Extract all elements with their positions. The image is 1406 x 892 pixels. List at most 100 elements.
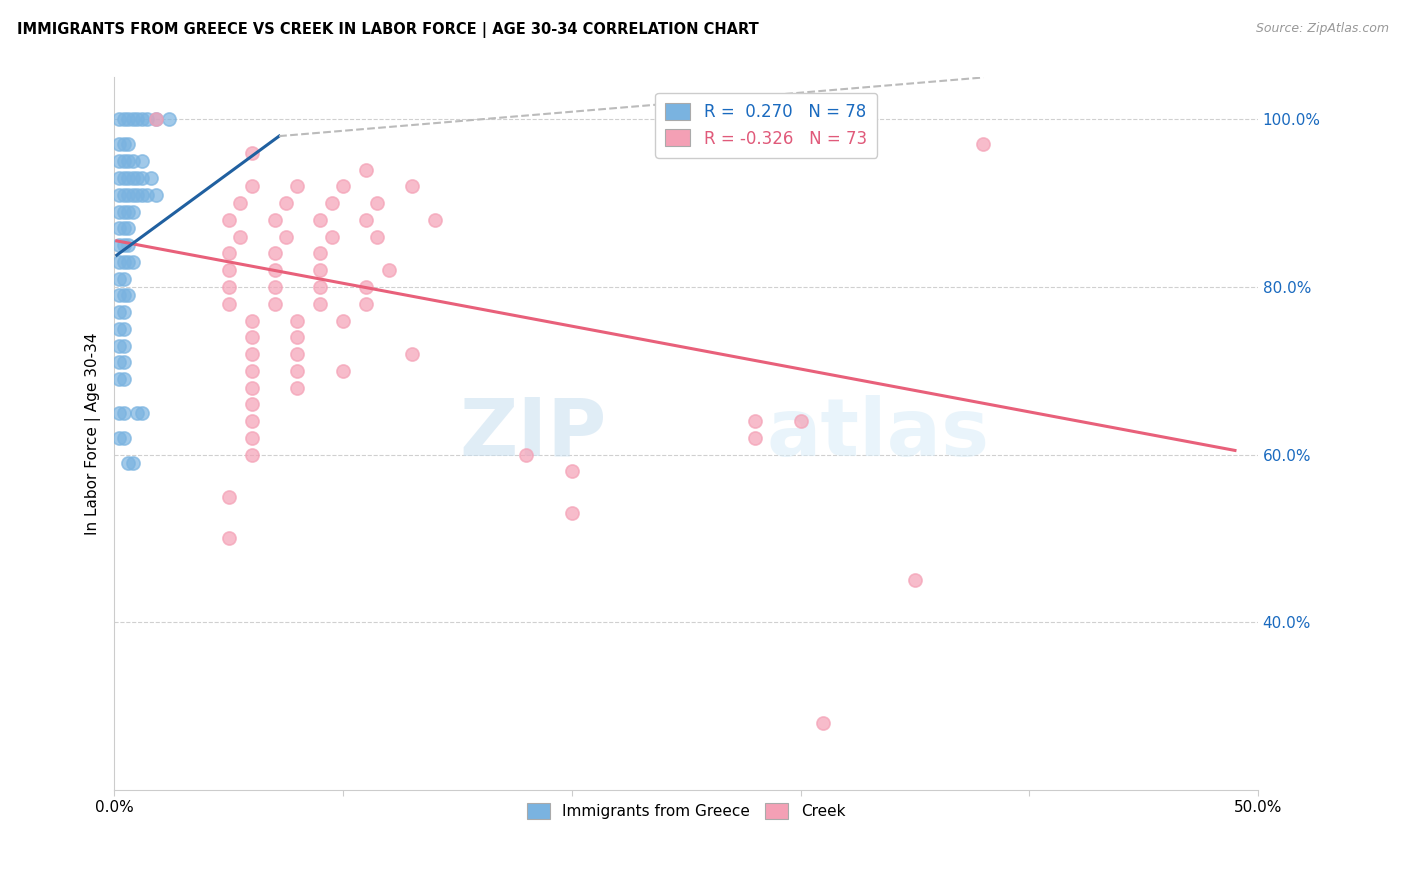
Point: [789, 414, 811, 428]
Point: [127, 112, 149, 127]
Point: [145, 112, 167, 127]
Point: [117, 204, 139, 219]
Point: [117, 456, 139, 470]
Point: [240, 414, 263, 428]
Point: [108, 204, 131, 219]
Point: [287, 364, 309, 378]
Point: [108, 288, 131, 302]
Point: [561, 506, 583, 520]
Point: [697, 112, 720, 127]
Point: [112, 288, 135, 302]
Point: [108, 154, 131, 169]
Point: [218, 246, 240, 260]
Point: [263, 280, 285, 294]
Point: [240, 448, 263, 462]
Point: [127, 406, 149, 420]
Point: [108, 355, 131, 369]
Point: [813, 715, 835, 730]
Legend: Immigrants from Greece, Creek: Immigrants from Greece, Creek: [522, 797, 851, 825]
Point: [117, 288, 139, 302]
Point: [117, 187, 139, 202]
Point: [108, 339, 131, 353]
Point: [131, 112, 153, 127]
Point: [127, 187, 149, 202]
Text: atlas: atlas: [766, 394, 990, 473]
Point: [108, 255, 131, 269]
Point: [789, 112, 811, 127]
Point: [145, 187, 167, 202]
Point: [121, 255, 143, 269]
Point: [354, 162, 377, 177]
Point: [121, 456, 143, 470]
Point: [112, 187, 135, 202]
Point: [117, 238, 139, 252]
Point: [135, 112, 157, 127]
Point: [131, 187, 153, 202]
Point: [112, 305, 135, 319]
Text: Source: ZipAtlas.com: Source: ZipAtlas.com: [1256, 22, 1389, 36]
Point: [240, 347, 263, 361]
Point: [218, 263, 240, 277]
Point: [263, 263, 285, 277]
Point: [117, 112, 139, 127]
Point: [127, 171, 149, 186]
Point: [112, 204, 135, 219]
Point: [378, 263, 401, 277]
Point: [287, 330, 309, 344]
Point: [108, 406, 131, 420]
Point: [145, 112, 167, 127]
Point: [117, 154, 139, 169]
Point: [218, 213, 240, 227]
Point: [561, 464, 583, 478]
Point: [112, 137, 135, 152]
Point: [157, 112, 180, 127]
Text: IMMIGRANTS FROM GREECE VS CREEK IN LABOR FORCE | AGE 30-34 CORRELATION CHART: IMMIGRANTS FROM GREECE VS CREEK IN LABOR…: [17, 22, 759, 38]
Point: [112, 255, 135, 269]
Point: [287, 380, 309, 394]
Point: [112, 154, 135, 169]
Point: [240, 145, 263, 160]
Point: [112, 339, 135, 353]
Point: [121, 112, 143, 127]
Point: [972, 137, 994, 152]
Point: [354, 213, 377, 227]
Point: [263, 213, 285, 227]
Text: ZIP: ZIP: [458, 394, 606, 473]
Point: [401, 347, 423, 361]
Point: [904, 574, 927, 588]
Point: [309, 280, 332, 294]
Point: [744, 414, 766, 428]
Point: [218, 297, 240, 311]
Point: [108, 305, 131, 319]
Point: [366, 229, 388, 244]
Point: [229, 196, 252, 211]
Point: [112, 355, 135, 369]
Point: [240, 397, 263, 411]
Point: [423, 213, 446, 227]
Point: [108, 372, 131, 386]
Point: [287, 313, 309, 327]
Point: [218, 490, 240, 504]
Point: [131, 154, 153, 169]
Point: [287, 179, 309, 194]
Point: [287, 347, 309, 361]
Point: [274, 196, 297, 211]
Point: [121, 154, 143, 169]
Point: [108, 171, 131, 186]
Point: [121, 171, 143, 186]
Point: [117, 171, 139, 186]
Point: [354, 280, 377, 294]
Point: [744, 431, 766, 445]
Point: [274, 229, 297, 244]
Point: [229, 229, 252, 244]
Point: [117, 221, 139, 235]
Point: [240, 380, 263, 394]
Point: [117, 137, 139, 152]
Point: [108, 221, 131, 235]
Point: [515, 448, 537, 462]
Y-axis label: In Labor Force | Age 30-34: In Labor Force | Age 30-34: [86, 333, 101, 535]
Point: [240, 313, 263, 327]
Point: [135, 187, 157, 202]
Point: [112, 171, 135, 186]
Point: [240, 364, 263, 378]
